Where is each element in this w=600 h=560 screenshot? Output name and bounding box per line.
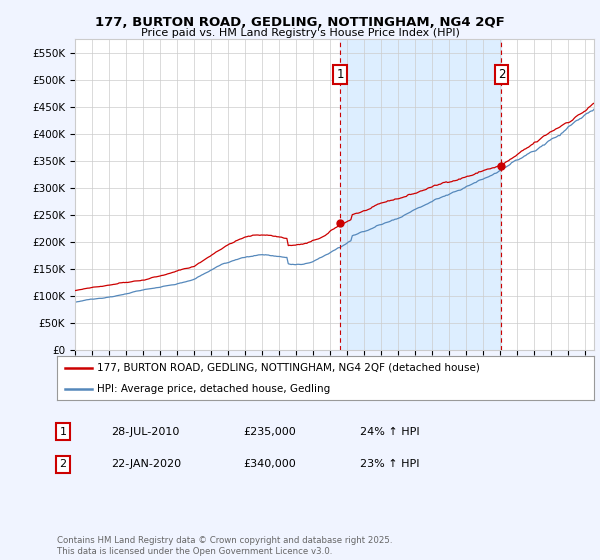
Text: 28-JUL-2010: 28-JUL-2010 [111,427,179,437]
Text: 22-JAN-2020: 22-JAN-2020 [111,459,181,469]
Text: Contains HM Land Registry data © Crown copyright and database right 2025.
This d: Contains HM Land Registry data © Crown c… [57,536,392,556]
Text: £340,000: £340,000 [243,459,296,469]
Text: Price paid vs. HM Land Registry's House Price Index (HPI): Price paid vs. HM Land Registry's House … [140,28,460,38]
Text: 177, BURTON ROAD, GEDLING, NOTTINGHAM, NG4 2QF (detached house): 177, BURTON ROAD, GEDLING, NOTTINGHAM, N… [97,363,480,373]
Text: HPI: Average price, detached house, Gedling: HPI: Average price, detached house, Gedl… [97,384,331,394]
Text: 23% ↑ HPI: 23% ↑ HPI [360,459,419,469]
Text: 2: 2 [59,459,67,469]
Text: 1: 1 [59,427,67,437]
Bar [340,39,502,350]
Text: 1: 1 [336,68,344,81]
Text: £235,000: £235,000 [243,427,296,437]
Text: 177, BURTON ROAD, GEDLING, NOTTINGHAM, NG4 2QF: 177, BURTON ROAD, GEDLING, NOTTINGHAM, N… [95,16,505,29]
Text: 2: 2 [497,68,505,81]
Text: 24% ↑ HPI: 24% ↑ HPI [360,427,419,437]
